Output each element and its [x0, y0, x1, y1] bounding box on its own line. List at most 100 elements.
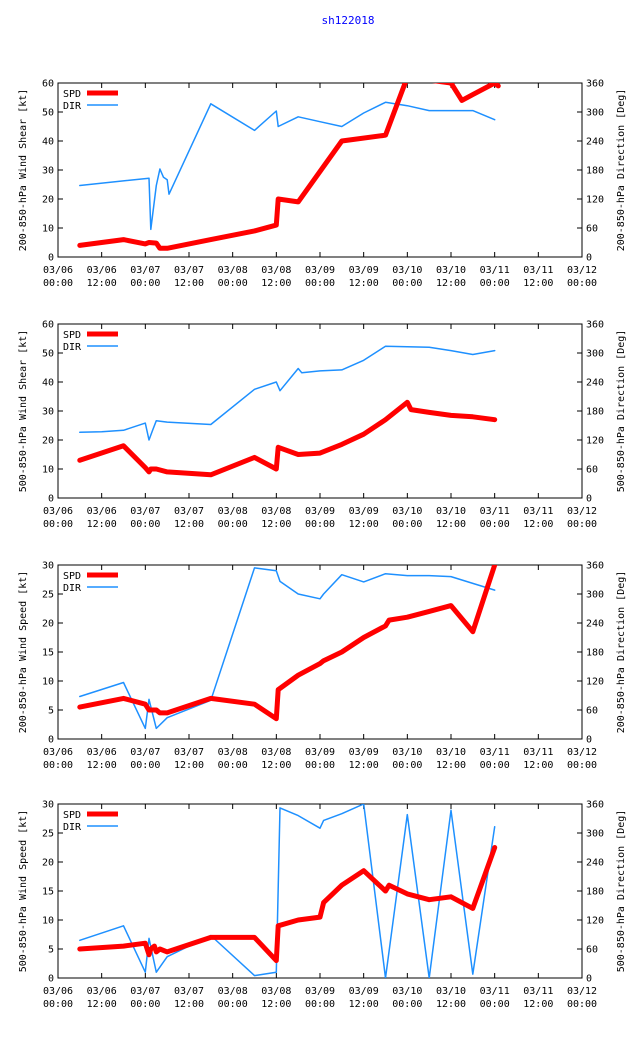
- x-tick-label-time: 00:00: [305, 999, 335, 1010]
- y-tick-label-right: 180: [586, 887, 604, 898]
- x-tick-label-time: 12:00: [261, 519, 291, 530]
- x-tick-label-time: 00:00: [480, 760, 510, 771]
- y-tick-label-left: 0: [48, 974, 54, 985]
- x-tick-label-date: 03/08: [218, 986, 248, 997]
- spd-series-line: [77, 845, 498, 964]
- y-tick-label-left: 10: [42, 224, 54, 235]
- x-tick-label-time: 00:00: [305, 278, 335, 289]
- y-tick-label-right: 0: [586, 253, 592, 264]
- x-tick-label-time: 00:00: [130, 519, 160, 530]
- x-tick-label-time: 00:00: [130, 278, 160, 289]
- y-axis-label-left: 200-850-hPa Wind Speed [kt]: [18, 571, 29, 734]
- x-tick-label-date: 03/06: [87, 265, 117, 276]
- x-tick-label-date: 03/09: [349, 747, 379, 758]
- legend-label-dir: DIR: [63, 101, 82, 112]
- legend-label-dir: DIR: [63, 342, 82, 353]
- x-tick-label-time: 12:00: [436, 760, 466, 771]
- x-tick-label-time: 12:00: [87, 519, 117, 530]
- x-tick-label-date: 03/09: [349, 986, 379, 997]
- y-tick-label-right: 240: [586, 137, 604, 148]
- x-tick-label-time: 00:00: [130, 999, 160, 1010]
- y-tick-label-right: 180: [586, 648, 604, 659]
- y-tick-label-left: 15: [42, 648, 54, 659]
- y-tick-label-right: 0: [586, 494, 592, 505]
- chart-panel-3: 03/06 00:00 03/06 12:00 03/07 00:00 03/07 12:00…: [18, 561, 627, 772]
- x-tick-label-time: 12:00: [261, 278, 291, 289]
- dir-series-line: [79, 804, 496, 978]
- x-tick-label-time: 00:00: [218, 519, 248, 530]
- y-tick-label-right: 60: [586, 224, 598, 235]
- x-tick-label-time: 12:00: [87, 760, 117, 771]
- x-tick-label-time: 00:00: [392, 999, 422, 1010]
- legend-label-spd: SPD: [63, 571, 81, 582]
- x-tick-label-time: 00:00: [218, 760, 248, 771]
- y-tick-label-left: 20: [42, 195, 54, 206]
- x-tick-label-time: 12:00: [523, 278, 553, 289]
- y-tick-label-left: 60: [42, 79, 54, 90]
- dir-series-line: [79, 345, 496, 441]
- y-tick-label-right: 360: [586, 79, 604, 90]
- x-tick-label-time: 12:00: [174, 760, 204, 771]
- x-tick-label-time: 12:00: [87, 999, 117, 1010]
- x-tick-label-date: 03/06: [43, 506, 73, 517]
- x-tick-label-date: 03/08: [261, 506, 291, 517]
- x-tick-label-time: 12:00: [174, 999, 204, 1010]
- y-tick-label-right: 120: [586, 436, 604, 447]
- chart-panel-2: 03/06 00:00 03/06 12:00 03/07 00:00 03/07 12:00…: [18, 320, 627, 531]
- y-tick-label-right: 120: [586, 195, 604, 206]
- y-tick-label-left: 60: [42, 320, 54, 331]
- y-tick-label-left: 10: [42, 916, 54, 927]
- x-tick-label-time: 12:00: [349, 278, 379, 289]
- x-tick-label-date: 03/09: [305, 747, 335, 758]
- x-tick-label-date: 03/07: [130, 506, 160, 517]
- x-tick-label-date: 03/09: [305, 986, 335, 997]
- x-tick-label-date: 03/07: [174, 265, 204, 276]
- y-tick-label-left: 0: [48, 494, 54, 505]
- x-tick-label-date: 03/10: [436, 506, 466, 517]
- x-tick-label-date: 03/11: [523, 506, 553, 517]
- x-tick-label-time: 12:00: [523, 999, 553, 1010]
- x-tick-label-date: 03/12: [567, 506, 597, 517]
- y-tick-label-left: 15: [42, 887, 54, 898]
- x-tick-label-date: 03/06: [87, 506, 117, 517]
- legend-label-spd: SPD: [63, 810, 81, 821]
- x-tick-label-date: 03/11: [480, 747, 510, 758]
- y-axis-label-left: 500-850-hPa Wind Speed [kt]: [18, 810, 29, 973]
- x-tick-label-time: 12:00: [87, 278, 117, 289]
- x-tick-label-date: 03/11: [480, 986, 510, 997]
- x-tick-label-date: 03/09: [305, 506, 335, 517]
- y-tick-label-right: 0: [586, 974, 592, 985]
- y-tick-label-left: 50: [42, 349, 54, 360]
- x-tick-label-time: 00:00: [480, 999, 510, 1010]
- legend-label-spd: SPD: [63, 330, 81, 341]
- x-tick-label-time: 00:00: [392, 278, 422, 289]
- x-tick-label-date: 03/07: [174, 506, 204, 517]
- y-tick-label-left: 40: [42, 378, 54, 389]
- x-tick-label-time: 12:00: [523, 760, 553, 771]
- y-axis-label-right: 200-850-hPa Direction [Deg]: [616, 89, 627, 252]
- x-tick-label-time: 12:00: [349, 519, 379, 530]
- x-tick-label-date: 03/08: [218, 747, 248, 758]
- y-tick-label-left: 30: [42, 166, 54, 177]
- y-tick-label-right: 300: [586, 349, 604, 360]
- x-tick-label-date: 03/08: [261, 265, 291, 276]
- y-tick-label-right: 300: [586, 829, 604, 840]
- x-tick-label-date: 03/06: [43, 265, 73, 276]
- x-tick-label-time: 12:00: [261, 760, 291, 771]
- x-tick-label-date: 03/08: [261, 986, 291, 997]
- y-tick-label-right: 60: [586, 465, 598, 476]
- x-tick-label-time: 00:00: [567, 278, 597, 289]
- x-tick-label-time: 00:00: [43, 519, 73, 530]
- x-tick-label-date: 03/11: [480, 265, 510, 276]
- x-tick-label-time: 00:00: [43, 999, 73, 1010]
- y-tick-label-right: 360: [586, 320, 604, 331]
- x-tick-label-time: 00:00: [218, 278, 248, 289]
- x-tick-label-time: 12:00: [436, 999, 466, 1010]
- x-tick-label-time: 12:00: [436, 519, 466, 530]
- y-tick-label-right: 300: [586, 590, 604, 601]
- x-tick-label-time: 12:00: [349, 760, 379, 771]
- y-tick-label-right: 60: [586, 945, 598, 956]
- x-tick-label-date: 03/06: [87, 747, 117, 758]
- y-tick-label-right: 60: [586, 706, 598, 717]
- x-tick-label-date: 03/10: [392, 506, 422, 517]
